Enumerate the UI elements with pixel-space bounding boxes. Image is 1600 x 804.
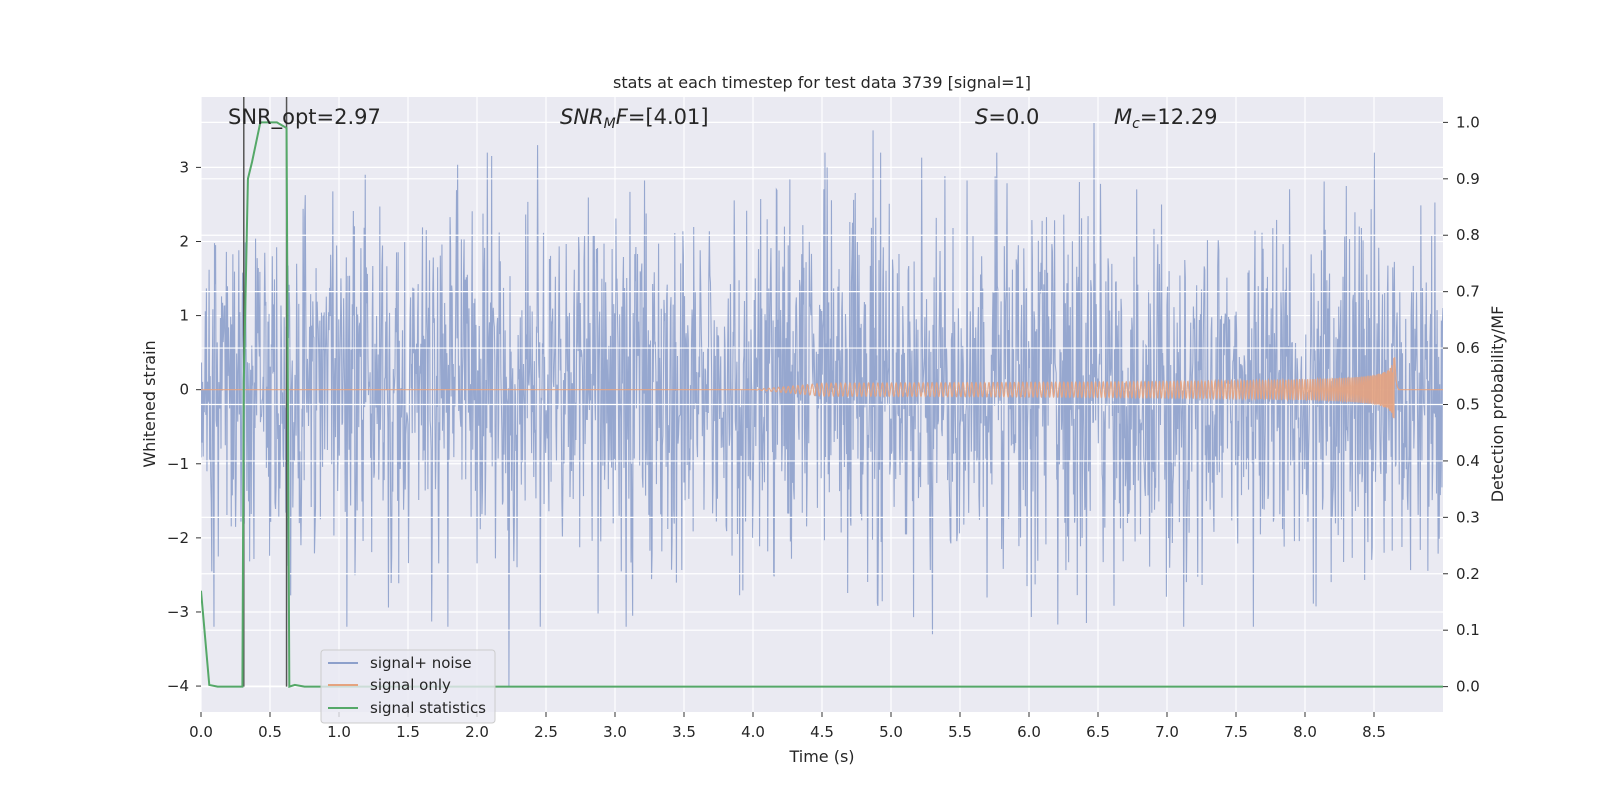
annotation-text: SNRMF=[4.01] [560, 105, 709, 132]
y-left-tick-label: −3 [167, 603, 189, 621]
y-left-tick-label: 3 [179, 158, 189, 176]
x-tick-label: 7.5 [1224, 723, 1248, 741]
x-tick-label: 7.0 [1155, 723, 1179, 741]
x-tick-label: 5.5 [948, 723, 972, 741]
x-tick-label: 0.0 [189, 723, 213, 741]
x-tick-label: 0.5 [258, 723, 282, 741]
y-right-tick-label: 0.3 [1456, 508, 1480, 526]
x-tick-label: 1.5 [396, 723, 420, 741]
y-right-tick-label: 0.6 [1456, 339, 1480, 357]
x-tick-label: 6.0 [1017, 723, 1041, 741]
x-tick-label: 8.0 [1293, 723, 1317, 741]
y-right-tick-label: 0.7 [1456, 283, 1480, 301]
x-tick-label: 8.5 [1362, 723, 1386, 741]
y-left-tick-label: 1 [179, 307, 189, 325]
y-left-tick-label: −1 [167, 455, 189, 473]
annotation-text: SNR_opt=2.97 [228, 105, 381, 130]
legend-label-signal-noise: signal+ noise [370, 654, 472, 672]
x-tick-label: 4.5 [810, 723, 834, 741]
y-right-tick-label: 1.0 [1456, 113, 1480, 131]
y-right-tick-label: 0.8 [1456, 226, 1480, 244]
x-tick-label: 3.0 [603, 723, 627, 741]
y-axis-left-label: Whitened strain [140, 340, 159, 467]
annotations: SNR_opt=2.97 SNRMF=[4.01] S=0.0 Mc=12.29 [228, 105, 1218, 132]
annotation-text: S=0.0 [975, 105, 1039, 129]
y-left-tick-label: 2 [179, 232, 189, 250]
x-tick-label: 5.0 [879, 723, 903, 741]
annotation-text: Mc=12.29 [1114, 105, 1218, 132]
x-tick-label: 1.0 [327, 723, 351, 741]
y-axis-left-ticks: −4 −3 −2 −1 0 1 2 3 [167, 158, 201, 695]
y-left-tick-label: −4 [167, 677, 189, 695]
series-line-signal-noise [201, 122, 1443, 687]
chart-title: stats at each timestep for test data 373… [613, 73, 1031, 92]
y-right-tick-label: 0.0 [1456, 678, 1480, 696]
y-left-tick-label: 0 [179, 381, 189, 399]
y-left-tick-label: −2 [167, 529, 189, 547]
y-right-tick-label: 0.5 [1456, 396, 1480, 414]
legend-label-signal-statistics: signal statistics [370, 699, 486, 717]
x-tick-label: 4.0 [741, 723, 765, 741]
y-axis-right-ticks: 0.0 0.1 0.2 0.3 0.4 0.5 0.6 0.7 0.8 0.9 1.0 [1443, 113, 1480, 696]
series-line-signal-only [201, 357, 1443, 419]
legend-box [320, 649, 496, 724]
x-tick-label: 2.5 [534, 723, 558, 741]
legend-label-signal-only: signal only [370, 676, 451, 694]
x-axis-label: Time (s) [788, 747, 854, 766]
y-right-tick-label: 0.2 [1456, 565, 1480, 583]
series-line-signal-statistics [201, 121, 1443, 688]
y-right-tick-label: 0.4 [1456, 452, 1480, 470]
y-right-tick-label: 0.1 [1456, 621, 1480, 639]
legend: signal+ noise signal only signal statist… [320, 649, 496, 724]
x-tick-label: 2.0 [465, 723, 489, 741]
x-axis-ticks: 0.0 0.5 1.0 1.5 2.0 2.5 3.0 3.5 4.0 4.5 5.0 5.5 6.0 6… [189, 712, 1386, 741]
y-axis-right-label: Detection probability/MF [1488, 306, 1507, 503]
x-tick-label: 3.5 [672, 723, 696, 741]
x-tick-label: 6.5 [1086, 723, 1110, 741]
y-right-tick-label: 0.9 [1456, 170, 1480, 188]
